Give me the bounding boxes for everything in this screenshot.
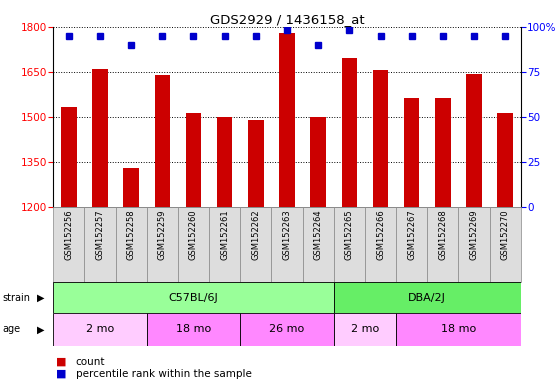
Bar xyxy=(147,207,178,282)
Text: GSM152261: GSM152261 xyxy=(220,210,229,260)
Bar xyxy=(209,207,240,282)
Text: 26 mo: 26 mo xyxy=(269,324,305,334)
Bar xyxy=(178,207,209,282)
Bar xyxy=(396,313,521,346)
Bar xyxy=(147,313,240,346)
Bar xyxy=(85,207,115,282)
Text: 18 mo: 18 mo xyxy=(441,324,476,334)
Text: count: count xyxy=(76,357,105,367)
Text: GSM152257: GSM152257 xyxy=(95,210,105,260)
Bar xyxy=(53,282,334,313)
Text: 18 mo: 18 mo xyxy=(176,324,211,334)
Text: GSM152267: GSM152267 xyxy=(407,210,416,260)
Text: strain: strain xyxy=(3,293,31,303)
Bar xyxy=(279,33,295,384)
Text: GSM152262: GSM152262 xyxy=(251,210,260,260)
Text: GSM152258: GSM152258 xyxy=(127,210,136,260)
Bar xyxy=(365,207,396,282)
Text: GSM152265: GSM152265 xyxy=(345,210,354,260)
Bar xyxy=(115,207,147,282)
Text: GSM152268: GSM152268 xyxy=(438,210,447,260)
Bar xyxy=(459,207,489,282)
Bar xyxy=(334,282,521,313)
Text: GSM152269: GSM152269 xyxy=(469,210,479,260)
Bar xyxy=(186,113,201,384)
Text: 2 mo: 2 mo xyxy=(351,324,379,334)
Text: GSM152266: GSM152266 xyxy=(376,210,385,260)
Bar xyxy=(240,313,334,346)
Bar xyxy=(427,207,459,282)
Text: age: age xyxy=(3,324,21,334)
Bar xyxy=(466,73,482,384)
Bar xyxy=(497,113,513,384)
Text: GSM152256: GSM152256 xyxy=(64,210,73,260)
Bar xyxy=(53,313,147,346)
Bar xyxy=(334,313,396,346)
Text: GSM152264: GSM152264 xyxy=(314,210,323,260)
Bar xyxy=(396,207,427,282)
Bar xyxy=(217,117,232,384)
Bar xyxy=(92,69,108,384)
Bar xyxy=(240,207,272,282)
Text: GSM152260: GSM152260 xyxy=(189,210,198,260)
Bar xyxy=(310,117,326,384)
Text: ▶: ▶ xyxy=(36,293,44,303)
Bar xyxy=(61,107,77,384)
Bar xyxy=(248,120,264,384)
Text: ▶: ▶ xyxy=(36,324,44,334)
Text: GSM152263: GSM152263 xyxy=(282,210,292,260)
Text: GSM152259: GSM152259 xyxy=(158,210,167,260)
Bar xyxy=(373,71,388,384)
Bar xyxy=(53,207,85,282)
Title: GDS2929 / 1436158_at: GDS2929 / 1436158_at xyxy=(209,13,365,26)
Bar xyxy=(404,98,419,384)
Bar xyxy=(334,207,365,282)
Text: C57BL/6J: C57BL/6J xyxy=(169,293,218,303)
Text: GSM152270: GSM152270 xyxy=(501,210,510,260)
Bar xyxy=(302,207,334,282)
Bar xyxy=(489,207,521,282)
Text: ■: ■ xyxy=(56,369,67,379)
Text: percentile rank within the sample: percentile rank within the sample xyxy=(76,369,251,379)
Text: DBA/2J: DBA/2J xyxy=(408,293,446,303)
Bar xyxy=(342,58,357,384)
Bar xyxy=(272,207,302,282)
Text: 2 mo: 2 mo xyxy=(86,324,114,334)
Bar xyxy=(435,98,451,384)
Bar xyxy=(123,168,139,384)
Text: ■: ■ xyxy=(56,357,67,367)
Bar xyxy=(155,75,170,384)
